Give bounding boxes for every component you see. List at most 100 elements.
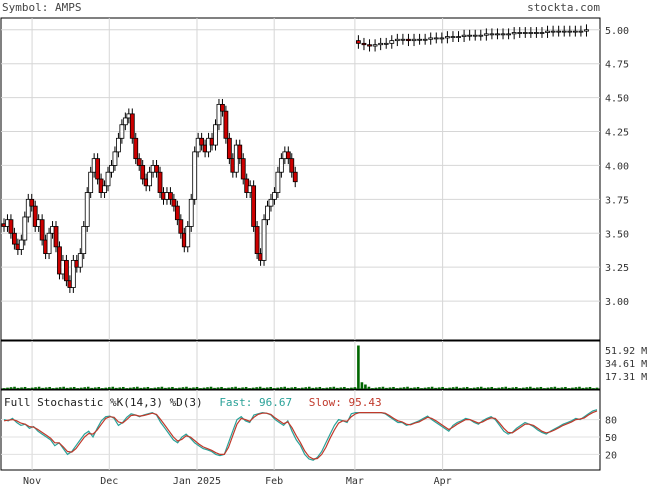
volume-bar — [220, 386, 223, 389]
candle-body — [394, 38, 400, 42]
volume-bar — [136, 386, 139, 389]
volume-bar — [79, 387, 83, 389]
volume-bar — [304, 387, 308, 389]
candle-body — [109, 165, 114, 173]
candle-body — [116, 137, 121, 153]
candle-body — [12, 232, 17, 245]
volume-bar — [188, 387, 192, 389]
volume-tick-label: 17.31 M — [605, 372, 647, 383]
volume-bar — [553, 386, 557, 389]
candle-body — [489, 33, 495, 36]
volume-bar — [458, 387, 462, 389]
y-tick-label: 4.50 — [605, 94, 629, 105]
volume-bar — [118, 387, 122, 389]
candle-body — [289, 158, 295, 173]
volume-bar — [546, 387, 550, 389]
volume-bar — [364, 384, 367, 389]
candle-body — [216, 103, 222, 126]
y-tick-label: 3.75 — [605, 195, 629, 206]
candle-body — [77, 253, 83, 268]
candle-body — [133, 137, 139, 160]
volume-bar — [507, 387, 511, 389]
stochastic-title: Full Stochastic %K(14,3) %D(3) — [4, 396, 203, 409]
candle-body — [472, 34, 478, 37]
volume-tick-label: 51.92 M — [605, 346, 647, 357]
volume-bar — [402, 387, 406, 389]
volume-bar — [269, 386, 272, 389]
volume-bar — [346, 388, 350, 389]
volume-bar — [230, 387, 234, 389]
volume-bar — [427, 387, 430, 389]
candle-body — [275, 171, 281, 193]
volume-bar — [139, 387, 143, 389]
volume-bar — [318, 386, 322, 389]
volume-bar — [588, 386, 592, 389]
candle-body — [517, 32, 523, 34]
volume-bar — [286, 387, 290, 389]
volume-bar — [378, 387, 381, 389]
volume-bar — [581, 387, 585, 389]
volume-bar — [279, 387, 283, 389]
volume-bar — [578, 386, 581, 389]
candle-body — [251, 185, 257, 227]
y-tick-label: 5.00 — [605, 26, 629, 37]
volume-bar — [251, 387, 255, 389]
volume-bar — [529, 386, 532, 389]
volume-bar — [157, 387, 160, 389]
volume-bar — [241, 387, 244, 389]
volume-bar — [293, 386, 297, 389]
candle-body — [122, 117, 128, 126]
volume-bar — [350, 387, 353, 389]
volume-bar — [557, 387, 560, 389]
candle-body — [46, 232, 52, 255]
x-tick-label: Dec — [100, 476, 118, 486]
volume-bar — [90, 387, 94, 389]
candle-body — [292, 171, 298, 183]
volume-bar — [329, 387, 332, 389]
candle-body — [226, 137, 232, 160]
candle-body — [105, 171, 111, 187]
volume-bar — [174, 388, 178, 389]
volume-bar — [476, 387, 479, 389]
volume-bar — [514, 386, 518, 389]
x-tick-label: Feb — [265, 476, 283, 486]
volume-bar — [283, 386, 287, 389]
volume-bar — [322, 388, 325, 389]
volume-bar — [62, 386, 65, 389]
volume-bar — [167, 387, 171, 389]
volume-bar — [311, 387, 315, 389]
volume-bar — [213, 387, 216, 389]
volume-bar — [343, 386, 346, 389]
candle-body — [147, 171, 153, 187]
volume-bar — [399, 387, 402, 389]
candle-body — [578, 30, 584, 33]
volume-bar — [234, 386, 237, 389]
volume-bar — [493, 388, 497, 389]
volume-bar — [16, 387, 20, 389]
candle-body — [64, 259, 69, 282]
volume-bar — [27, 388, 30, 389]
volume-bar — [65, 387, 69, 389]
volume-bar — [332, 386, 336, 389]
candle-body — [539, 32, 545, 34]
candle-body — [456, 36, 461, 38]
candle-body — [545, 30, 550, 33]
stochastic-fast-line — [3, 409, 598, 461]
brand-label: stockta.com — [527, 1, 600, 14]
volume-bar — [564, 386, 567, 389]
volume-bar — [413, 387, 416, 389]
candle-body — [478, 34, 484, 37]
volume-bar — [248, 388, 251, 389]
volume-bar — [262, 387, 265, 389]
volume-bar — [48, 386, 51, 389]
y-tick-label: 3.25 — [605, 263, 629, 274]
candle-body — [178, 219, 184, 234]
volume-bar — [539, 386, 543, 389]
volume-bar — [420, 388, 423, 389]
volume-bar — [437, 387, 441, 389]
candle-body — [254, 226, 260, 255]
volume-bar — [518, 388, 522, 389]
volume-bar — [357, 345, 360, 389]
y-tick-label: 4.75 — [605, 60, 629, 71]
